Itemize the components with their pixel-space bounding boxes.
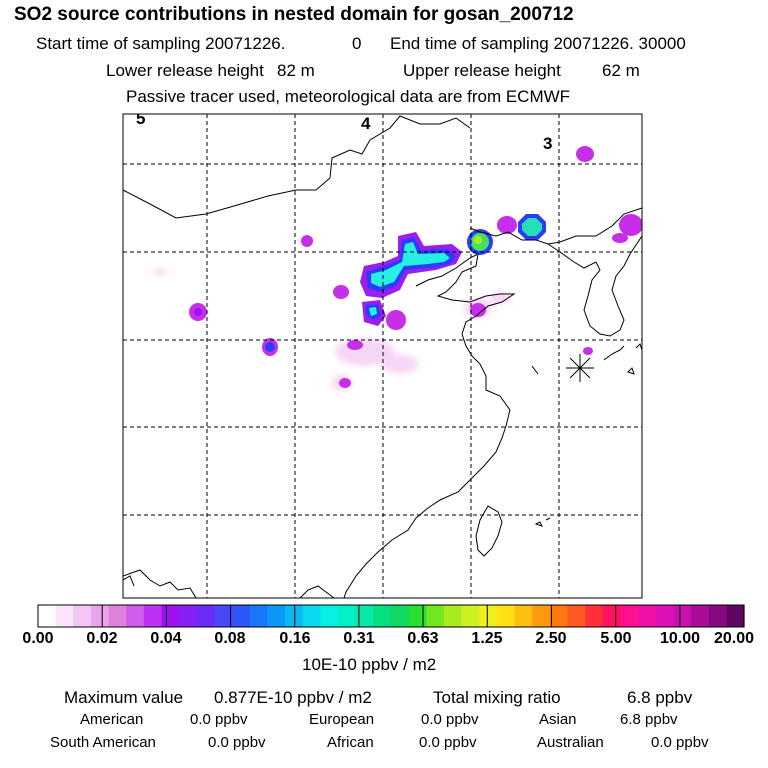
cb-label-11: 20.00	[713, 630, 755, 647]
colorbar-swatch	[620, 605, 639, 627]
plume-core-south	[369, 307, 377, 316]
coastlines	[123, 115, 642, 598]
region-value-european: 0.0 ppbv	[421, 711, 479, 728]
total-mixing-value: 6.8 ppbv	[627, 688, 693, 707]
plume-main	[371, 242, 450, 287]
colorbar-swatch	[338, 605, 357, 627]
max-value: 0.877E-10 ppbv / m2	[214, 688, 372, 707]
colorbar-swatch	[38, 605, 57, 627]
receptor-marker	[566, 354, 594, 382]
region-name-australian: Australian	[537, 734, 604, 751]
max-value-label: Maximum value	[64, 688, 184, 707]
colorbar-swatch	[602, 605, 622, 627]
cb-label-3: 0.08	[214, 630, 246, 647]
map-frame	[122, 113, 643, 599]
colorbar-swatch	[638, 605, 657, 627]
colorbar-swatch	[161, 605, 180, 627]
colorbar-swatch	[214, 605, 233, 627]
region-value-asian: 6.8 ppbv	[620, 711, 678, 728]
source-violet-west	[194, 308, 202, 316]
colorbar-swatch	[355, 605, 374, 627]
colorbar-swatch	[55, 605, 74, 627]
cb-label-2: 0.04	[150, 630, 182, 647]
region-value-american: 0.0 ppbv	[190, 711, 248, 728]
cb-label-8: 2.50	[535, 630, 567, 647]
colorbar-swatch	[373, 605, 392, 627]
tracer-note: Passive tracer used, meteorological data…	[126, 87, 571, 106]
colorbar-swatch	[196, 605, 216, 627]
colorbar-swatch	[108, 605, 127, 627]
region-value-african: 0.0 ppbv	[419, 734, 477, 751]
colorbar-swatch	[673, 605, 692, 627]
colorbar-swatch	[285, 605, 304, 627]
region-name-european: European	[309, 711, 375, 728]
lat-lon-grid	[123, 114, 642, 598]
upper-release-label: Upper release height	[403, 61, 561, 80]
start-time-label: Start time of sampling 20071226.	[36, 34, 286, 53]
cb-label-5: 0.31	[343, 630, 375, 647]
end-time-label: End time of sampling 20071226. 30000	[390, 34, 686, 53]
colorbar-swatch	[320, 605, 339, 627]
cb-label-6: 0.63	[407, 630, 439, 647]
colorbar-swatch	[443, 605, 463, 627]
region-name-asian: Asian	[539, 711, 577, 728]
colorbar-swatch	[126, 605, 145, 627]
total-mixing-label: Total mixing ratio	[433, 688, 561, 707]
cb-label-7: 1.25	[471, 630, 503, 647]
colorbar-swatch	[708, 605, 727, 627]
region-name-south-american: South American	[50, 734, 156, 751]
colorbar-swatch	[496, 605, 516, 627]
colorbar-swatch	[426, 605, 445, 627]
region-value-australian: 0.0 ppbv	[651, 734, 709, 751]
colorbar-swatch	[143, 605, 163, 627]
start-hour: 0	[352, 34, 362, 53]
colorbar-swatch	[549, 605, 569, 627]
cb-label-1: 0.02	[86, 630, 118, 647]
grid-label-3: 3	[543, 134, 552, 153]
lower-release-label: Lower release height	[106, 61, 264, 80]
region-value-south-american: 0.0 ppbv	[208, 734, 266, 751]
grid-label-5: 5	[136, 109, 145, 128]
cb-label-10: 10.00	[659, 630, 701, 647]
colorbar-swatch	[408, 605, 427, 627]
colorbar-swatch	[249, 605, 269, 627]
plume-teal	[522, 218, 542, 236]
colorbar-swatch	[726, 605, 745, 627]
colorbar-swatch	[90, 605, 110, 627]
chart-title: SO2 source contributions in nested domai…	[14, 4, 574, 25]
colorbar-swatch	[267, 605, 286, 627]
colorbar-swatch	[655, 605, 674, 627]
cb-label-4: 0.16	[279, 630, 311, 647]
colorbar-swatch	[567, 605, 586, 627]
source-blue-west	[265, 342, 275, 352]
plume-green-peak	[474, 236, 482, 244]
colorbar-swatch	[514, 605, 533, 627]
cb-label-9: 5.00	[600, 630, 632, 647]
colorbar-swatch	[479, 605, 498, 627]
grid-label-4: 4	[361, 114, 371, 133]
colorbar-swatch	[73, 605, 92, 627]
cb-label-0: 0.00	[22, 630, 54, 647]
colorbar-swatch	[232, 605, 251, 627]
upper-release-value: 62 m	[602, 61, 640, 80]
colorbar-frame	[37, 604, 745, 628]
colorbar-ticks	[101, 605, 681, 627]
colorbar-swatch	[461, 605, 480, 627]
region-name-african: African	[327, 734, 374, 751]
colorbar-swatch	[391, 605, 410, 627]
colorbar	[38, 605, 745, 627]
colorbar-swatch	[585, 605, 604, 627]
colorbar-swatch	[691, 605, 710, 627]
colorbar-unit: 10E-10 ppbv / m2	[302, 655, 437, 674]
region-name-american: American	[80, 711, 144, 728]
colorbar-swatch	[532, 605, 551, 627]
colorbar-swatch	[302, 605, 321, 627]
lower-release-value: 82 m	[277, 61, 315, 80]
colorbar-swatch	[179, 605, 198, 627]
